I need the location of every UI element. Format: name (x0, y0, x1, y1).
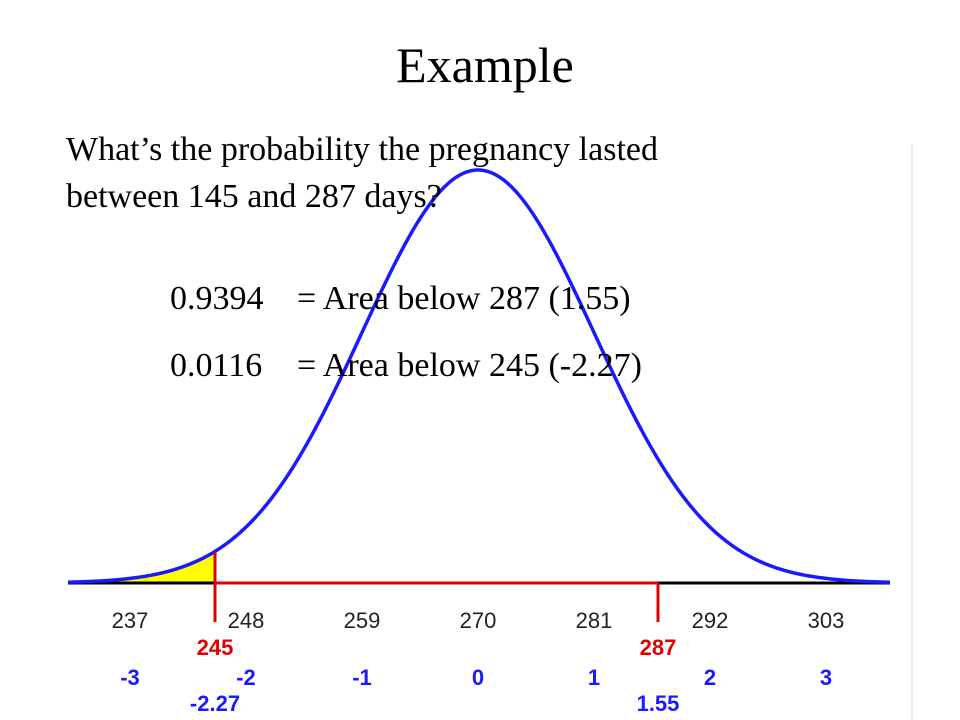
equation-text: = Area below 287 (1.55) (297, 280, 631, 317)
day-tick-label: 292 (692, 608, 729, 633)
z-tick-label: 0 (472, 665, 484, 690)
equation-value: 0.0116 (170, 347, 262, 384)
z-tick-label: 2 (704, 665, 716, 690)
day-tick-label: 248 (228, 608, 265, 633)
equation-value: 0.9394 (170, 280, 264, 317)
question-line: between 145 and 287 days? (66, 178, 442, 215)
z-tick-label: -1 (352, 665, 372, 690)
day-tick-label: 259 (344, 608, 381, 633)
z-tick-label: -2 (236, 665, 256, 690)
day-tick-label: 303 (808, 608, 845, 633)
question-line: What’s the probability the pregnancy las… (66, 131, 658, 168)
z-tick-label: 3 (820, 665, 832, 690)
marker-z-label: -2.27 (190, 691, 240, 716)
normal-curve (67, 168, 891, 584)
title: Example (396, 37, 574, 93)
marker-day-label: 287 (640, 635, 677, 660)
marker-day-label: 245 (197, 635, 234, 660)
equation-text: = Area below 245 (-2.27) (297, 347, 642, 384)
day-tick-label: 281 (576, 608, 613, 633)
day-tick-label: 237 (112, 608, 149, 633)
marker-z-label: 1.55 (637, 691, 680, 716)
z-tick-label: -3 (120, 665, 140, 690)
shaded-area (68, 551, 215, 583)
z-tick-label: 1 (588, 665, 600, 690)
day-tick-label: 270 (460, 608, 497, 633)
